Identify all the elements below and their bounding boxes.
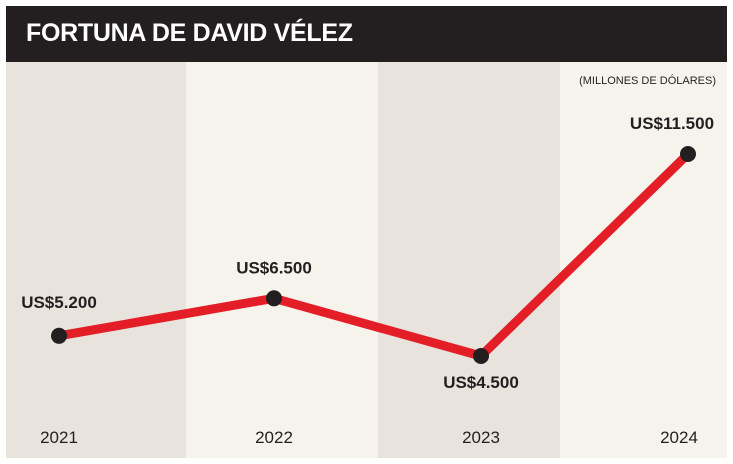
value-label-2021: US$5.200	[21, 293, 97, 312]
value-label-2024: US$11.500	[630, 114, 714, 133]
band-2022	[186, 62, 378, 458]
line-chart: (MILLONES DE DÓLARES) US$5.200 US$6.500 US…	[6, 62, 727, 458]
x-tick-label-2022: 2022	[255, 428, 293, 447]
unit-note: (MILLONES DE DÓLARES)	[579, 74, 716, 87]
band-2021	[6, 62, 186, 458]
data-point-2023	[473, 348, 489, 364]
chart-title: FORTUNA DE DAVID VÉLEZ	[26, 19, 353, 47]
data-point-2024	[680, 146, 696, 162]
x-tick-label-2023: 2023	[462, 428, 500, 447]
plot-area: (MILLONES DE DÓLARES) US$5.200 US$6.500 US…	[6, 62, 727, 458]
x-tick-label-2021: 2021	[40, 428, 78, 447]
value-label-2022: US$6.500	[236, 258, 312, 277]
chart-frame: FORTUNA DE DAVID VÉLEZ (MILLONES DE DÓLA…	[6, 6, 727, 458]
band-2023	[378, 62, 560, 458]
x-tick-label-2024: 2024	[660, 428, 698, 447]
value-label-2023: US$4.500	[443, 373, 519, 392]
data-point-2021	[51, 327, 67, 344]
data-point-2022	[266, 290, 282, 307]
chart-header: FORTUNA DE DAVID VÉLEZ	[6, 6, 727, 62]
series-line	[54, 149, 693, 361]
band-2024	[560, 62, 727, 458]
